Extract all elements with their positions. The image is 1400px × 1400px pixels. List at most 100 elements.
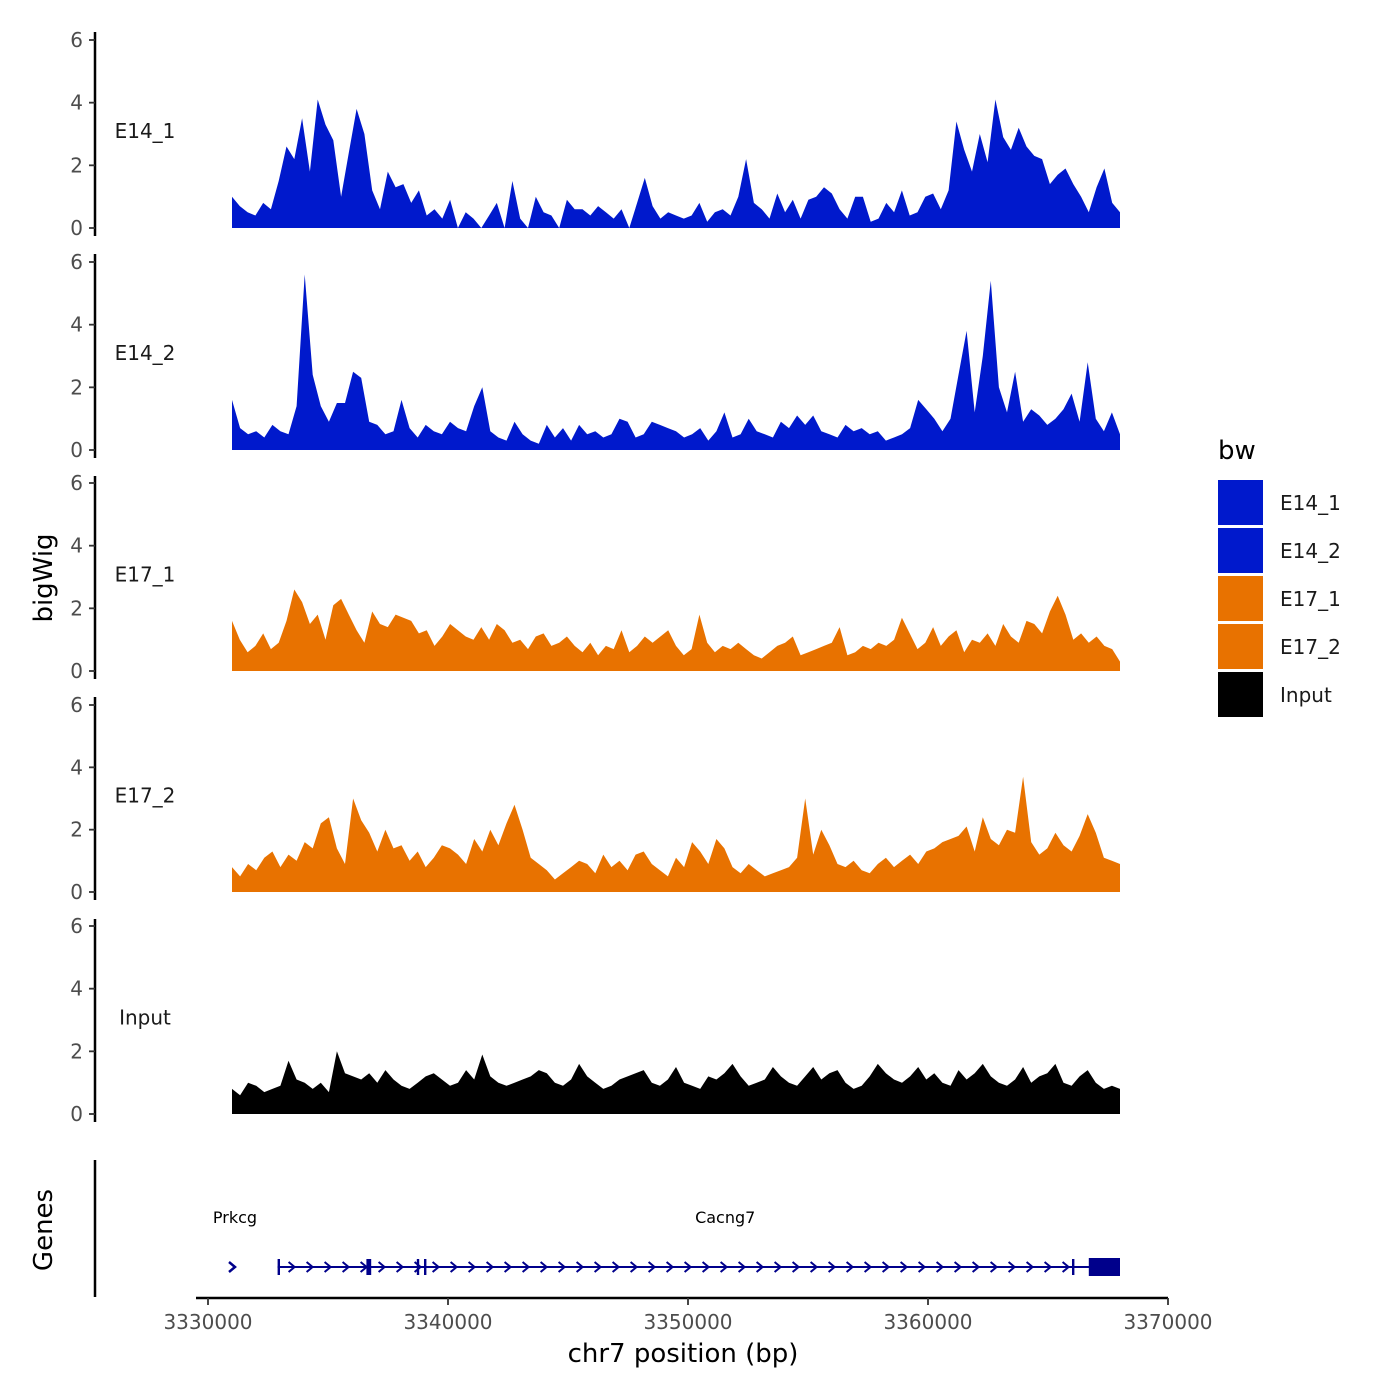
strand-arrow xyxy=(228,1261,237,1273)
strand-arrow xyxy=(323,1261,333,1273)
strand-arrow xyxy=(827,1261,837,1273)
gene-exon xyxy=(424,1259,427,1275)
strand-arrow xyxy=(971,1261,981,1273)
strand-arrow xyxy=(611,1261,621,1273)
strand-arrow xyxy=(881,1261,891,1273)
y-axis-title: bigWig xyxy=(29,533,59,622)
x-axis: 3330000 3340000 3350000 3360000 3370000 xyxy=(163,1296,1213,1334)
x-axis-title: chr7 position (bp) xyxy=(568,1339,799,1369)
x-tick-label: 3340000 xyxy=(403,1310,492,1334)
strand-arrow xyxy=(773,1261,783,1273)
y-tick-label: 6 xyxy=(70,914,83,938)
strand-arrow xyxy=(341,1261,351,1273)
y-tick-label: 6 xyxy=(70,693,83,717)
strand-arrow xyxy=(737,1261,747,1273)
strand-arrow xyxy=(899,1261,909,1273)
signal-area-e14_1 xyxy=(232,99,1120,228)
legend-item-input: Input xyxy=(1218,672,1332,717)
strand-arrow xyxy=(467,1261,477,1273)
strand-arrow xyxy=(287,1261,297,1273)
gene-exon xyxy=(416,1259,420,1275)
y-tick-label: 0 xyxy=(70,1102,83,1126)
track-label: E14_2 xyxy=(115,341,176,365)
y-tick-label: 0 xyxy=(70,659,83,683)
y-tick-label: 2 xyxy=(70,375,83,399)
signal-area-e17_2 xyxy=(232,776,1120,892)
track-panel-e17_1: 0 2 4 6 E17_1 xyxy=(70,471,1120,683)
gene-label: Cacng7 xyxy=(695,1208,755,1227)
strand-arrow xyxy=(1061,1261,1071,1273)
signal-area-e17_1 xyxy=(232,589,1120,671)
y-tick-label: 2 xyxy=(70,1039,83,1063)
track-panel-e14_2: 0 2 4 6 E14_2 xyxy=(70,250,1120,462)
gene-exon xyxy=(1072,1259,1075,1275)
track-label: E14_1 xyxy=(115,119,176,143)
legend-label: E17_1 xyxy=(1280,587,1341,611)
strand-arrow xyxy=(755,1261,765,1273)
strand-arrow xyxy=(953,1261,963,1273)
strand-arrow xyxy=(683,1261,693,1273)
legend-label: E14_2 xyxy=(1280,539,1341,563)
y-tick-label: 6 xyxy=(70,28,83,52)
track-label: Input xyxy=(119,1006,171,1030)
strand-arrow xyxy=(557,1261,567,1273)
y-tick-label: 2 xyxy=(70,818,83,842)
gene-prkcg: Prkcg xyxy=(213,1208,257,1273)
strand-arrow xyxy=(521,1261,531,1273)
signal-area-input xyxy=(232,1051,1120,1114)
x-tick-label: 3370000 xyxy=(1123,1310,1212,1334)
genes-panel-title: Genes xyxy=(29,1189,59,1271)
strand-arrow xyxy=(305,1261,315,1273)
strand-arrow xyxy=(485,1261,495,1273)
legend-item-e17_2: E17_2 xyxy=(1218,624,1341,669)
track-panel-e14_1: 0 2 4 6 E14_1 xyxy=(70,28,1120,240)
tracks-layer: 0 2 4 6 E14_1 0 2 4 6 E14_2 0 2 4 6 E17_1 0 2 4 6 E17_2 0 2 4 6… xyxy=(70,28,1120,1126)
y-tick-label: 4 xyxy=(70,534,83,558)
y-tick-label: 4 xyxy=(70,91,83,115)
legend-swatch xyxy=(1218,672,1263,717)
y-tick-label: 4 xyxy=(70,977,83,1001)
legend: bw E14_1 E14_2 E17_1 E17_2 Input xyxy=(1218,436,1341,717)
y-tick-label: 0 xyxy=(70,438,83,462)
strand-arrow xyxy=(647,1261,657,1273)
strand-arrow xyxy=(719,1261,729,1273)
y-tick-label: 6 xyxy=(70,471,83,495)
gene-exon xyxy=(366,1259,372,1275)
strand-arrow xyxy=(1025,1261,1035,1273)
strand-arrow xyxy=(377,1261,387,1273)
strand-arrow xyxy=(539,1261,549,1273)
track-label: E17_2 xyxy=(115,784,176,808)
strand-arrow xyxy=(449,1261,459,1273)
strand-arrow xyxy=(989,1261,999,1273)
gene-label: Prkcg xyxy=(213,1208,257,1227)
legend-item-e17_1: E17_1 xyxy=(1218,576,1341,621)
strand-arrow xyxy=(917,1261,927,1273)
strand-arrow xyxy=(575,1261,585,1273)
legend-label: E17_2 xyxy=(1280,635,1341,659)
legend-swatch xyxy=(1218,624,1263,669)
track-panel-e17_2: 0 2 4 6 E17_2 xyxy=(70,693,1120,904)
strand-arrow xyxy=(791,1261,801,1273)
gene-panel: Prkcg Cacng7 xyxy=(93,1160,1120,1297)
y-tick-label: 2 xyxy=(70,596,83,620)
strand-arrow xyxy=(629,1261,639,1273)
legend-item-e14_2: E14_2 xyxy=(1218,528,1341,573)
y-tick-label: 4 xyxy=(70,755,83,779)
strand-arrow xyxy=(863,1261,873,1273)
gene-exon xyxy=(277,1259,280,1275)
legend-item-e14_1: E14_1 xyxy=(1218,480,1341,525)
legend-title: bw xyxy=(1218,436,1256,466)
strand-arrow xyxy=(395,1261,405,1273)
gene-cacng7: Cacng7 xyxy=(277,1208,1120,1276)
strand-arrow xyxy=(413,1261,423,1273)
strand-arrow xyxy=(593,1261,603,1273)
strand-arrow xyxy=(1043,1261,1053,1273)
signal-area-e14_2 xyxy=(232,274,1120,450)
y-tick-label: 4 xyxy=(70,313,83,337)
strand-arrow xyxy=(845,1261,855,1273)
strand-arrow xyxy=(701,1261,711,1273)
x-tick-label: 3330000 xyxy=(163,1310,252,1334)
legend-swatch xyxy=(1218,528,1263,573)
strand-arrow xyxy=(431,1261,441,1273)
strand-arrow xyxy=(935,1261,945,1273)
